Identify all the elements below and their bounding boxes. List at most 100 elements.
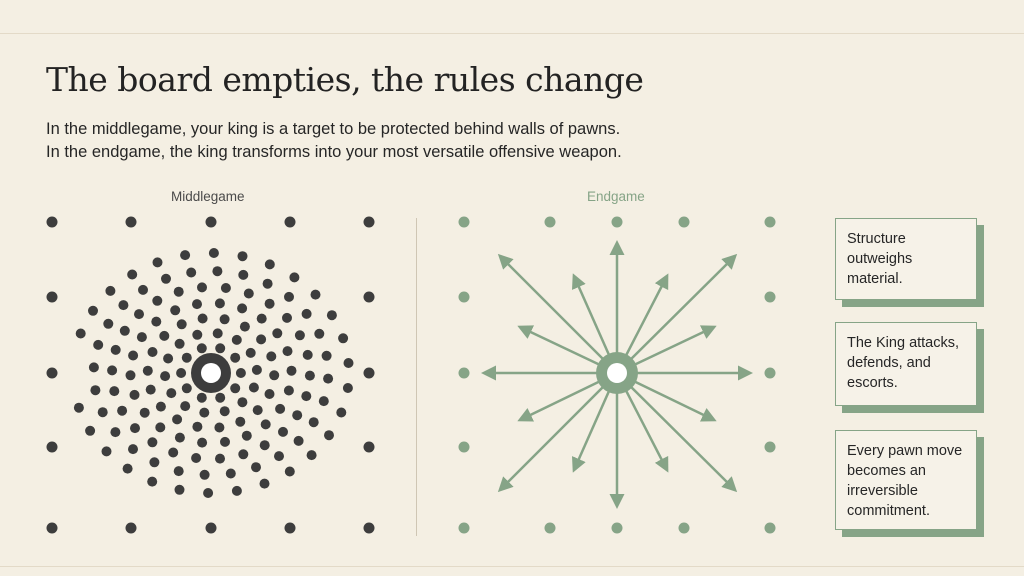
pawn-dot (338, 333, 349, 344)
pawn-dot (314, 328, 325, 339)
pawn-dot (170, 305, 181, 316)
pawn-dot (147, 476, 158, 487)
endgame-grid (458, 216, 776, 534)
pawn-dot (136, 332, 147, 343)
pawn-dot (152, 257, 163, 268)
grid-dot (764, 216, 776, 228)
pawn-dot (85, 425, 96, 436)
pawn-dot (306, 450, 317, 461)
pawn-dot (252, 405, 263, 416)
pawn-dot (125, 370, 136, 381)
middlegame-king (191, 353, 231, 393)
pawn-dot (308, 417, 319, 428)
bottom-rule (0, 566, 1024, 567)
pawn-dot (174, 484, 185, 495)
endgame-king-arrows (481, 240, 753, 509)
grid-dot (363, 216, 375, 228)
pawn-dot (173, 286, 184, 297)
pawn-dot (248, 382, 259, 393)
pawn-dot (145, 384, 156, 395)
pawn-dot (342, 383, 353, 393)
pawn-dot (323, 373, 334, 384)
pawn-dot (168, 447, 179, 458)
pawn-dot (129, 389, 140, 400)
pawn-dot (301, 391, 312, 402)
grid-dot (678, 522, 690, 534)
pawn-dot (172, 414, 183, 425)
pawn-dot (176, 319, 187, 330)
pawn-dot (326, 310, 337, 321)
pawn-dot (134, 309, 144, 320)
pawn-dot (343, 358, 354, 368)
pawn-dot (155, 401, 166, 412)
pawn-dot (269, 370, 280, 381)
pawn-dot (88, 305, 98, 316)
grid-dot (764, 291, 776, 303)
pawn-dot (212, 266, 223, 277)
king-arrow (497, 253, 618, 374)
pawn-dot (259, 440, 270, 451)
pawn-dot (128, 350, 139, 361)
pawn-dot (97, 407, 108, 418)
pawn-dot (283, 385, 294, 396)
grid-dot (764, 522, 776, 534)
grid-dot (46, 367, 58, 379)
grid-dot (125, 216, 137, 228)
pawn-dot (310, 289, 321, 300)
pawn-dot (110, 427, 121, 438)
subtitle: In the middlegame, your king is a target… (46, 118, 622, 164)
pawn-dot (196, 343, 207, 354)
grid-dot (125, 522, 137, 534)
pawn-dot (318, 396, 329, 407)
pawn-dot (282, 346, 293, 357)
pawn-dot (301, 308, 312, 319)
pawn-dot (304, 370, 315, 381)
pawn-dot (151, 316, 162, 327)
pawn-dot (181, 352, 192, 363)
pawn-dot (122, 463, 133, 474)
pawn-dot (110, 344, 121, 355)
pawn-dot (237, 397, 248, 408)
endgame-label: Endgame (587, 189, 645, 204)
pawn-dot (75, 328, 86, 339)
pawn-dot (107, 365, 118, 376)
grid-dot (458, 367, 470, 379)
pawn-dot (159, 330, 170, 341)
pawn-dot (197, 437, 208, 448)
pawn-dot (101, 446, 112, 457)
pawn-dot (197, 313, 208, 324)
pawn-dot (155, 422, 166, 433)
pawn-dot (174, 432, 185, 443)
king-arrow (497, 372, 618, 493)
pawn-dot (241, 430, 252, 441)
pawn-dot (147, 347, 158, 357)
pawn-dot (243, 288, 254, 299)
pawn-dot (199, 407, 210, 418)
pawn-dot (286, 365, 297, 376)
pawn-dot (256, 313, 267, 324)
pawn-dot (181, 383, 192, 394)
pawn-dot (262, 278, 273, 289)
pawn-dot (161, 273, 171, 284)
pawn-dot (130, 423, 140, 434)
top-rule (0, 33, 1024, 34)
pawn-dot (278, 426, 288, 437)
pawn-dot (180, 250, 191, 261)
pawn-dot (219, 406, 230, 417)
pawn-dot (238, 269, 249, 280)
grid-dot (678, 216, 690, 228)
pawn-dot (225, 468, 236, 479)
grid-dot (363, 441, 375, 453)
callout-king: The King attacks, defends, and escorts. (835, 322, 977, 406)
pawn-dot (264, 298, 275, 309)
grid-dot (544, 522, 556, 534)
pawn-dot (191, 453, 202, 463)
pawn-dot (282, 312, 292, 323)
pawn-dot (220, 283, 231, 293)
grid-dot (205, 522, 217, 534)
pawn-dot (196, 392, 207, 403)
pawn-dot (275, 403, 286, 414)
pawn-dot (259, 478, 270, 489)
pawn-dot (142, 365, 153, 376)
pawn-dot (152, 295, 163, 306)
